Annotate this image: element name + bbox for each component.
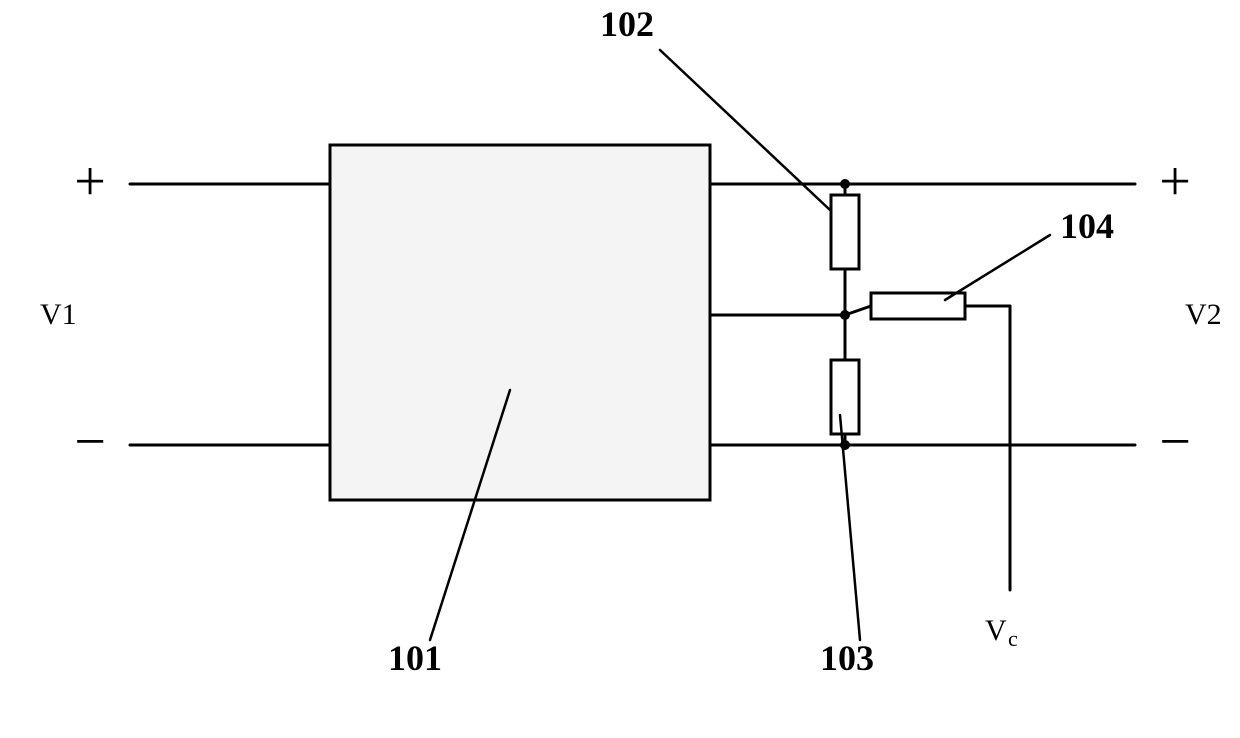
label-vc-subscript: c	[1008, 626, 1018, 651]
resistor-103	[831, 360, 859, 434]
label-104: 104	[1060, 206, 1114, 246]
block-101	[330, 145, 710, 500]
circuit-diagram: + − + − V1 V2 V c 101 102 103 104	[0, 0, 1240, 738]
terminal-minus-right: −	[1159, 411, 1191, 473]
label-103: 103	[820, 638, 874, 678]
label-vc: V	[985, 614, 1007, 647]
label-v2: V2	[1185, 298, 1222, 331]
label-v1: V1	[40, 298, 77, 331]
junction-mid	[840, 310, 850, 320]
label-102: 102	[600, 4, 654, 44]
leader-104	[945, 235, 1050, 300]
terminal-plus-right: +	[1159, 151, 1191, 213]
terminal-plus-left: +	[74, 151, 106, 213]
resistor-102	[831, 195, 859, 269]
terminal-minus-left: −	[74, 411, 106, 473]
label-101: 101	[388, 638, 442, 678]
leader-103	[840, 415, 860, 640]
junction-top	[840, 179, 850, 189]
